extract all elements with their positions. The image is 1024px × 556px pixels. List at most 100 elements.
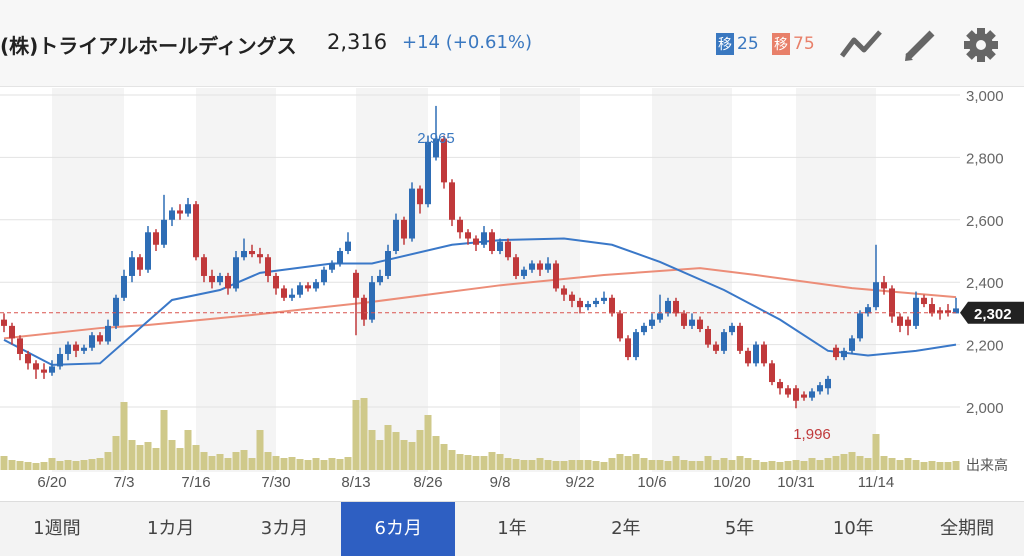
candle-body xyxy=(689,319,695,326)
candle-body xyxy=(185,204,191,214)
volume-bar xyxy=(144,442,152,470)
candle-body xyxy=(657,313,663,320)
candle-body xyxy=(113,297,119,326)
volume-bar xyxy=(96,458,104,470)
x-tick-label: 7/3 xyxy=(114,474,135,491)
ma75-period: 75 xyxy=(793,34,815,54)
tab-0[interactable]: 1週間 xyxy=(33,518,81,539)
candle-body xyxy=(217,275,223,283)
volume-bar xyxy=(216,454,224,470)
candle-body xyxy=(177,210,183,214)
candle-body xyxy=(561,288,567,295)
candle-body xyxy=(313,282,319,289)
volume-bar xyxy=(16,461,24,470)
y-tick-label: 2,400 xyxy=(966,275,1004,292)
volume-bar xyxy=(264,452,272,470)
ma75-toggle[interactable]: 移 75 xyxy=(772,33,815,55)
candle-body xyxy=(145,232,151,270)
candle-body xyxy=(713,344,719,351)
volume-bar xyxy=(40,462,48,470)
candle-body xyxy=(921,297,927,305)
candle-body xyxy=(273,275,279,289)
volume-bar xyxy=(232,452,240,470)
y-tick-label: 2,000 xyxy=(966,400,1004,417)
candle-body xyxy=(9,325,15,339)
tab-1[interactable]: 1カ月 xyxy=(146,518,195,539)
candle-body xyxy=(505,241,511,258)
volume-bar xyxy=(256,430,264,470)
ma75-line xyxy=(3,267,957,340)
candle-body xyxy=(81,347,87,351)
volume-bar xyxy=(672,456,680,470)
volume-bar xyxy=(80,460,88,470)
tab-5[interactable]: 2年 xyxy=(611,518,641,539)
tab-8[interactable]: 全期間 xyxy=(940,518,995,539)
volume-bar xyxy=(880,456,888,470)
volume-bar xyxy=(280,458,288,470)
tab-6[interactable]: 5年 xyxy=(724,518,755,539)
candle-body xyxy=(417,188,423,205)
candle-body xyxy=(305,285,311,289)
candle-body xyxy=(665,300,671,314)
volume-bar xyxy=(248,458,256,470)
candle-body xyxy=(25,353,31,364)
volume-bar xyxy=(272,456,280,470)
candle-body xyxy=(545,263,551,270)
candle-body xyxy=(65,344,71,354)
candle-body xyxy=(33,363,39,370)
volume-bar xyxy=(648,460,656,470)
candle-body xyxy=(593,300,599,305)
volume-bar xyxy=(896,460,904,470)
candle-body xyxy=(233,257,239,289)
volume-bar xyxy=(616,454,624,470)
volume-bar xyxy=(928,461,936,470)
background-band xyxy=(52,88,124,472)
volume-bar xyxy=(840,454,848,470)
volume-bar xyxy=(512,459,520,470)
line-chart-icon[interactable] xyxy=(838,26,884,62)
volume-bar xyxy=(344,457,352,470)
tab-3[interactable]: 6カ月 xyxy=(341,502,456,556)
volume-bar xyxy=(656,460,664,470)
volume-bar xyxy=(720,458,728,470)
candle-body xyxy=(321,269,327,283)
volume-bar xyxy=(688,461,696,470)
candle-body xyxy=(521,269,527,276)
tab-4[interactable]: 1年 xyxy=(497,518,527,539)
volume-bar xyxy=(784,461,792,470)
candle-body xyxy=(529,263,535,270)
candle-body xyxy=(785,388,791,395)
candle-body xyxy=(121,275,127,298)
candle-body xyxy=(257,254,263,258)
candle-body xyxy=(441,138,447,183)
volume-bar xyxy=(584,460,592,470)
candle-body xyxy=(401,219,407,239)
volume-bar xyxy=(520,460,528,470)
background-band xyxy=(500,88,580,472)
candle-body xyxy=(425,141,431,205)
volume-bar xyxy=(224,458,232,470)
background-band xyxy=(796,88,876,472)
candle-body xyxy=(577,300,583,308)
candle-body xyxy=(681,313,687,326)
candle-body xyxy=(633,332,639,358)
volume-bar xyxy=(408,442,416,470)
candle-body xyxy=(705,329,711,345)
price-chart[interactable]: 3,000 2,800 2,600 2,400 2,200 2,000 6/20 7/3 7/1… xyxy=(0,0,1024,500)
candle-body xyxy=(433,138,439,158)
x-tick-label: 11/14 xyxy=(858,474,894,491)
volume-bar xyxy=(368,430,376,470)
y-tick-label: 2,800 xyxy=(966,150,1004,167)
candle-body xyxy=(153,232,159,245)
volume-bar xyxy=(856,456,864,470)
candle-body xyxy=(265,257,271,276)
tab-2[interactable]: 3カ月 xyxy=(260,518,309,539)
tab-7[interactable]: 10年 xyxy=(832,518,874,539)
candle-body xyxy=(57,353,63,367)
candle-body xyxy=(49,366,55,373)
gear-icon[interactable] xyxy=(962,26,1000,64)
ma25-toggle[interactable]: 移 25 xyxy=(716,33,759,55)
candle-body xyxy=(777,382,783,389)
pencil-icon[interactable] xyxy=(902,26,938,62)
low-label: 1,996 xyxy=(793,426,831,443)
